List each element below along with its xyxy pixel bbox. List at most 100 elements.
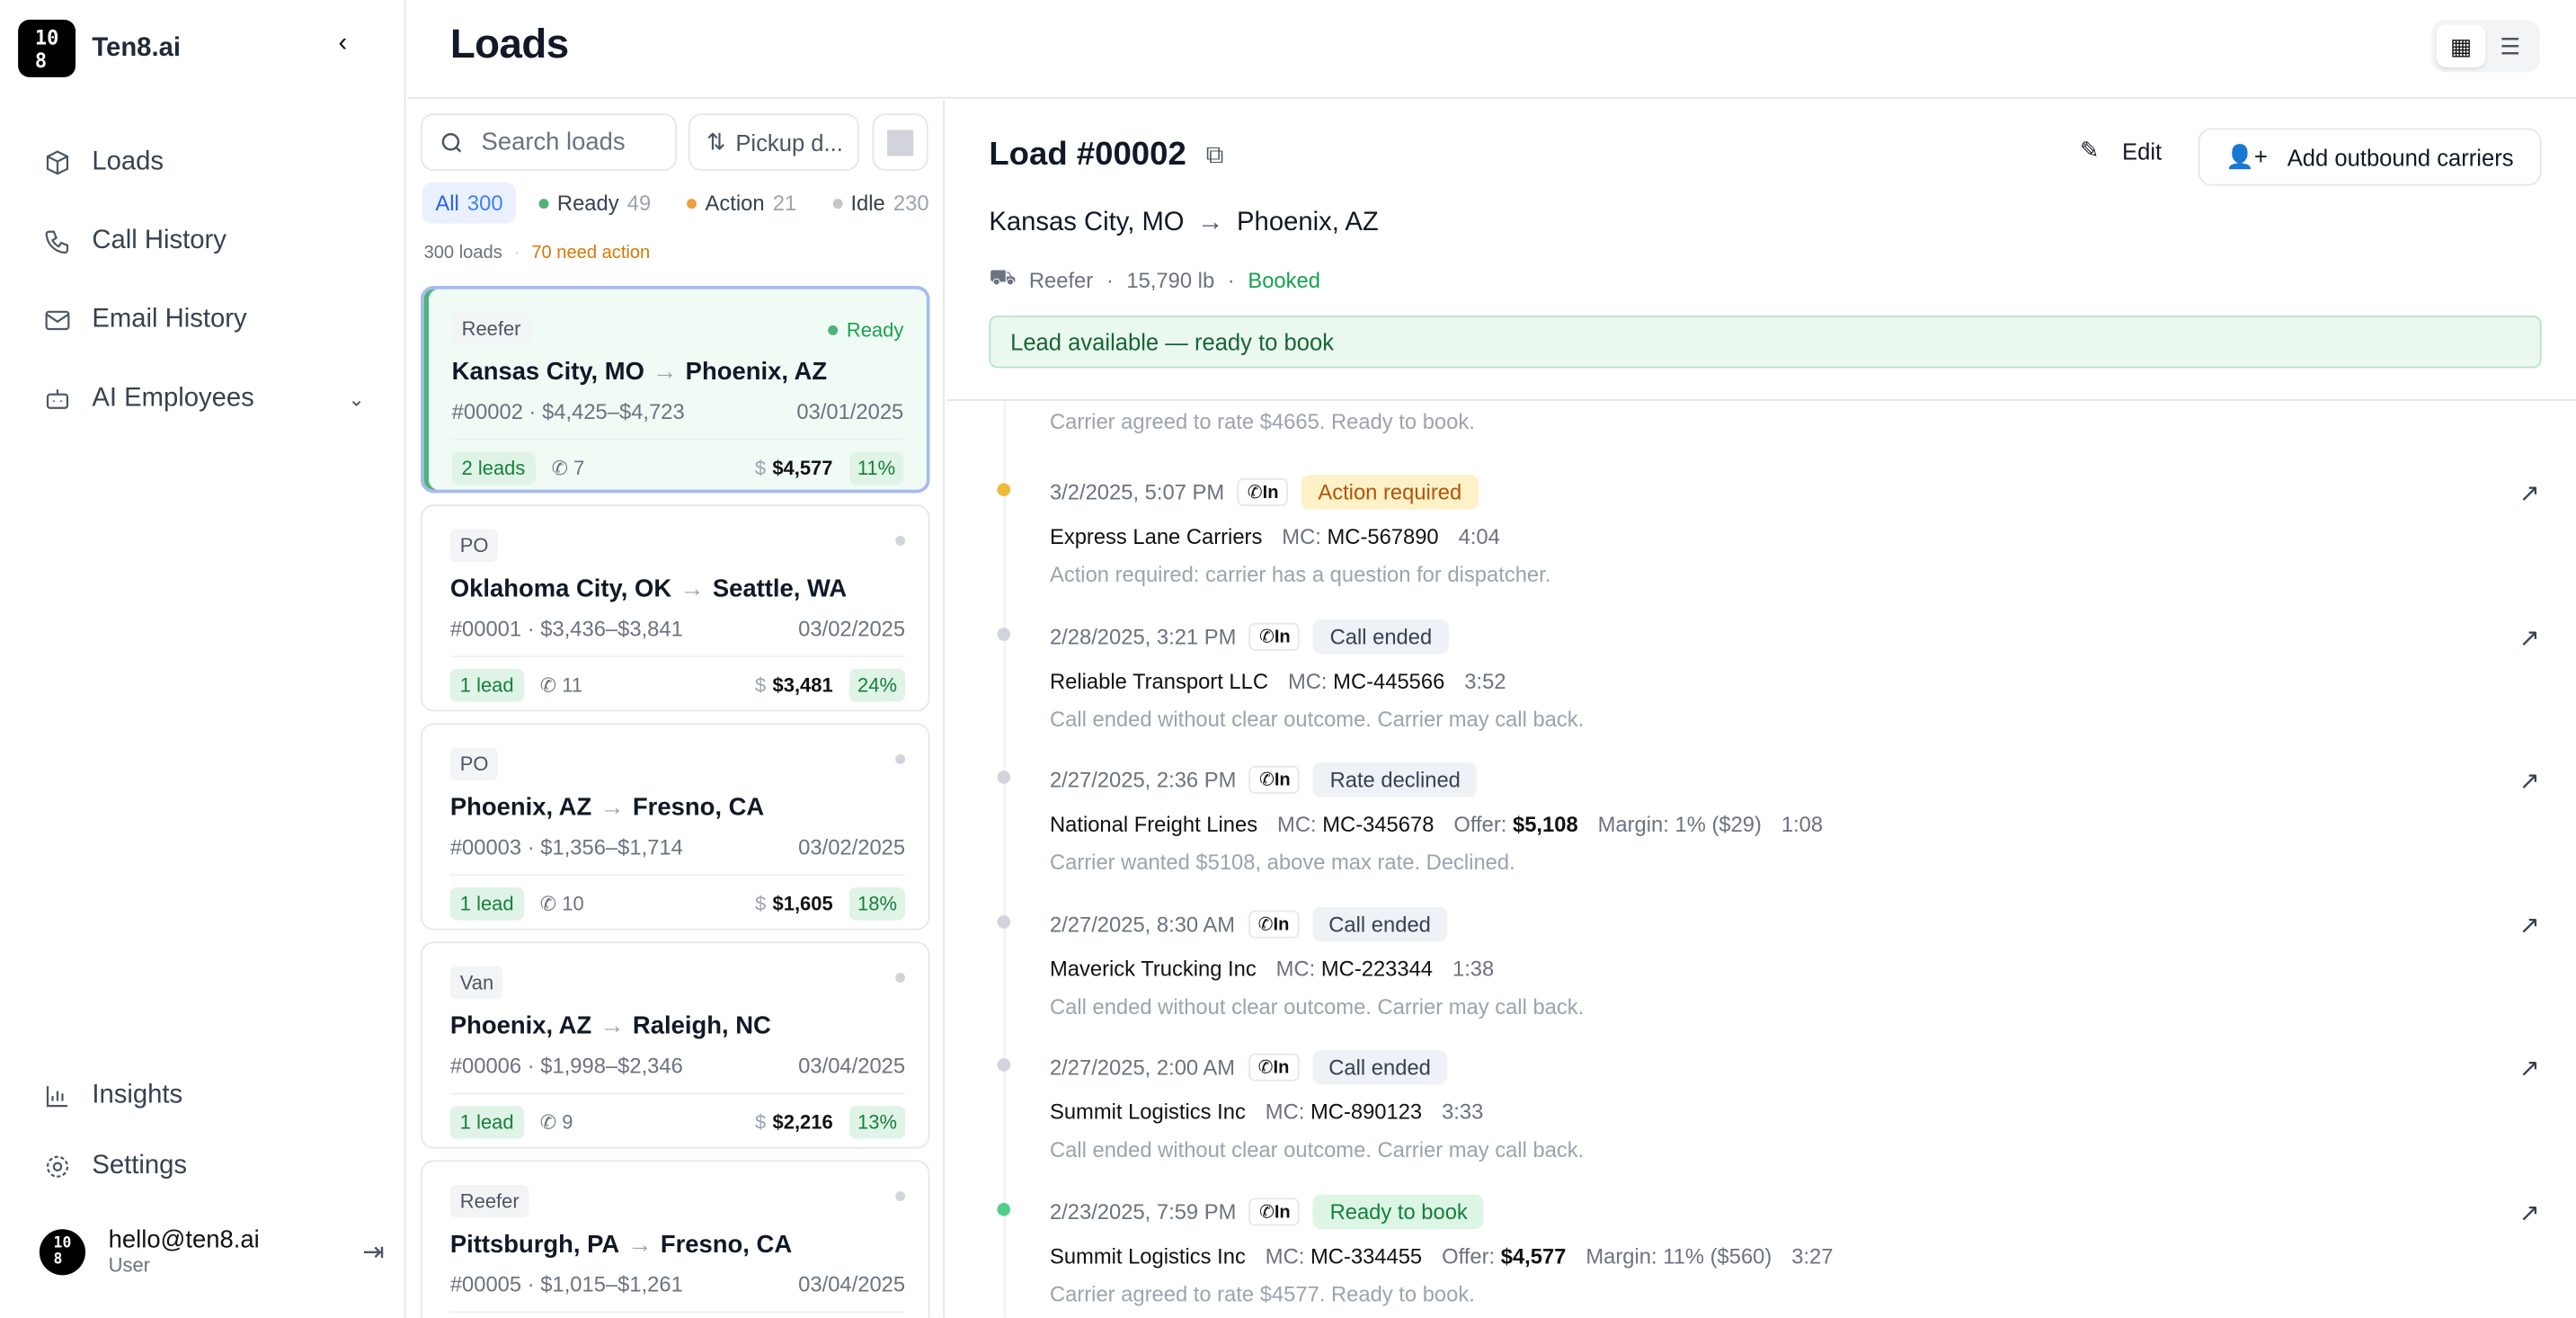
weight: 15,790 lb [1126, 267, 1215, 292]
need-action-count[interactable]: 70 need action [531, 243, 651, 263]
timeline-event: Carrier agreed to rate $4665. Ready to b… [1050, 409, 2540, 433]
external-link-icon[interactable]: ↗ [2518, 912, 2540, 940]
mc-label: MC: [1265, 1099, 1305, 1125]
filter-all[interactable]: All 300 [422, 182, 517, 224]
collapse-sidebar-chevron-icon[interactable]: ‹ [338, 29, 348, 58]
load-card[interactable]: Reefer Pittsburgh, PA → Fresno, CA #00005 · … [420, 1160, 930, 1318]
chevron-down-icon[interactable]: ⌄ [348, 387, 365, 411]
load-card[interactable]: Van Phoenix, AZ → Raleigh, NC #00006 · $1,99… [420, 941, 930, 1149]
card-route: Phoenix, AZ → Raleigh, NC [450, 1012, 905, 1040]
rate-range: $4,425–$4,723 [542, 399, 685, 424]
sidebar-item-call-history[interactable]: Call History [23, 212, 385, 272]
card-route: Kansas City, MO → Phoenix, AZ [452, 358, 904, 386]
external-link-icon[interactable]: ↗ [2518, 1199, 2540, 1228]
status-dot [538, 198, 549, 209]
sidebar-item-loads[interactable]: Loads [23, 133, 385, 192]
event-note: Carrier wanted $5108, above max rate. De… [1049, 849, 1515, 875]
offer-label: Offer: [1453, 811, 1507, 837]
external-link-icon[interactable]: ↗ [2518, 479, 2540, 508]
filter-label: Action [705, 191, 765, 216]
grid-view-icon[interactable]: ▦ [2436, 24, 2486, 67]
phone-incoming-icon: ✆ [1258, 628, 1275, 648]
sidebar-item-ai-employees[interactable]: AI Employees ⌄ [23, 370, 385, 429]
load-status: Booked [1248, 267, 1320, 292]
status-dot [687, 198, 697, 209]
offer-label: Offer: [1442, 1243, 1496, 1269]
external-link-icon[interactable]: ↗ [2518, 624, 2540, 653]
user-profile: 10 8 hello@ten8.ai User ⇥ [39, 1226, 385, 1278]
arrow-right-icon: → [653, 358, 678, 387]
list-view-icon[interactable]: ☰ [2500, 31, 2521, 58]
status-label: Ready [846, 318, 904, 343]
sort-dropdown[interactable]: ⇅ Pickup d... [688, 113, 859, 172]
nav-label: Loads [92, 147, 164, 176]
nav-label: Email History [92, 305, 247, 334]
mc-label: MC: [1265, 1243, 1305, 1269]
top-bar: Loads ▦ ☰ [407, 0, 2576, 99]
event-time: 2/23/2025, 7:59 PM [1049, 1199, 1237, 1224]
leads-badge: 1 lead [449, 887, 524, 921]
sidebar-item-insights[interactable]: Insights [23, 1066, 385, 1126]
mc-number: MC-445566 [1333, 668, 1445, 694]
filter-action[interactable]: Action 21 [674, 183, 810, 224]
load-card[interactable]: PO Phoenix, AZ → Fresno, CA #00003 · $1,356–… [420, 723, 930, 931]
external-link-icon[interactable]: ↗ [2518, 767, 2540, 796]
inbound-badge: ✆In [1248, 910, 1300, 939]
status-dot [997, 770, 1011, 784]
calls-count: ✆ 9 [540, 1111, 573, 1135]
carrier-name: Express Lane Carriers [1049, 524, 1263, 549]
status-badge: Ready [828, 318, 904, 343]
timeline-event: 3/2/2025, 5:07 PM ✆In Action required Expre… [997, 475, 2540, 587]
user-role: User [108, 1253, 150, 1278]
outcome-badge: Ready to book [1313, 1194, 1485, 1230]
calls-value: 9 [562, 1110, 573, 1135]
phone-icon: ✆ [551, 457, 568, 480]
margin-value: 11% ($560) [1663, 1243, 1772, 1269]
outcome-badge: Rate declined [1313, 762, 1478, 797]
copy-icon[interactable]: ⧉ [1205, 141, 1224, 170]
external-link-icon[interactable]: ↗ [2518, 1055, 2540, 1083]
pickup-date: 03/04/2025 [798, 1271, 906, 1297]
route-destination: Phoenix, AZ [1237, 209, 1379, 237]
card-route: Phoenix, AZ → Fresno, CA [450, 794, 905, 822]
add-outbound-carriers-button[interactable]: 👤+ Add outbound carriers [2197, 128, 2542, 186]
pickup-date: 03/02/2025 [798, 834, 906, 859]
box-icon [46, 150, 69, 175]
destination: Fresno, CA [660, 1231, 793, 1260]
filter-idle[interactable]: Idle 230 [820, 183, 942, 224]
filter-ready[interactable]: Ready 49 [526, 183, 664, 224]
select-all-checkbox[interactable] [872, 113, 928, 172]
call-timeline[interactable]: Carrier agreed to rate $4665. Ready to b… [946, 399, 2576, 1318]
event-note: Carrier agreed to rate $4665. Ready to b… [1049, 409, 1475, 434]
equipment: Reefer [1028, 267, 1094, 292]
equipment-tag: Reefer [451, 312, 531, 345]
idle-status-dot [895, 753, 906, 764]
search-input[interactable]: Search loads [420, 113, 678, 172]
offer-value: $5,108 [1513, 811, 1578, 837]
origin: Phoenix, AZ [449, 793, 592, 822]
sidebar-item-email-history[interactable]: Email History [23, 291, 385, 351]
rate-range: $3,436–$3,841 [540, 616, 683, 641]
call-duration: 1:38 [1452, 956, 1495, 982]
sidebar-item-settings[interactable]: Settings [23, 1137, 385, 1197]
offer-value: $4,577 [1500, 1243, 1567, 1269]
status-dot [997, 483, 1011, 496]
view-toggle: ▦ ☰ [2431, 19, 2540, 73]
call-duration: 3:33 [1442, 1099, 1484, 1125]
load-card[interactable]: Reefer Ready Kansas City, MO → Phoenix, AZ #0… [420, 286, 930, 494]
mc-number: MC-334455 [1310, 1243, 1423, 1269]
search-icon [441, 132, 462, 152]
carrier-name: Summit Logistics Inc [1049, 1243, 1246, 1269]
dollar-icon: $ [754, 457, 767, 480]
phone-incoming-icon: ✆ [1257, 1058, 1274, 1079]
logout-icon[interactable]: ⇥ [362, 1238, 385, 1267]
total-loads: 300 loads [423, 243, 502, 263]
edit-button[interactable]: ✎ Edit [2080, 137, 2162, 165]
brand-name: Ten8.ai [92, 33, 181, 62]
load-id: #00005 [449, 1271, 522, 1297]
nav-label: AI Employees [92, 384, 254, 413]
load-card[interactable]: PO Oklahoma City, OK → Seattle, WA #00001 · … [420, 504, 930, 712]
filter-label: Idle [850, 191, 885, 216]
equipment-tag: Van [449, 966, 504, 1000]
carrier-name: Maverick Trucking Inc [1049, 956, 1257, 982]
